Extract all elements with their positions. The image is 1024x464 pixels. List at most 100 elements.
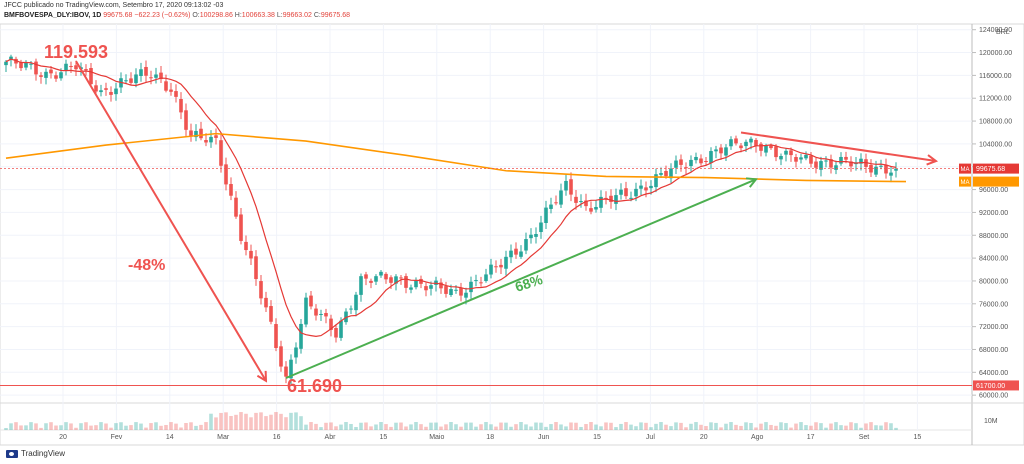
volume-bar [229,415,233,430]
volume-bar [884,422,888,430]
candle-body [99,90,103,93]
volume-bar [744,422,748,430]
volume-bar [894,427,898,430]
ma-badge[interactable] [959,176,971,187]
candle-body [269,306,273,322]
candle-body [804,154,808,159]
candle-body [639,185,643,189]
volume-bar [604,422,608,430]
volume-bar [789,427,793,430]
symbol-label[interactable]: BMFBOVESPA_DLY:IBOV, 1D [4,12,102,19]
candle-body [314,308,318,316]
candle-body [649,185,653,189]
price-badge[interactable] [973,380,1019,391]
price-badge[interactable] [973,176,1019,187]
volume-bar [44,423,48,430]
candle-body [589,208,593,212]
candle-body [289,359,293,379]
volume-bar [749,422,753,430]
volume-bar [769,424,773,430]
time-tick-label: Ago [751,434,764,441]
price-tick-label: 68000.00 [979,347,1008,354]
candle-body [89,68,93,85]
candle-body [614,195,618,204]
price-tick-label: 112000.00 [979,96,1012,103]
volume-bar [329,422,333,430]
volume-bar [84,422,88,430]
volume-bar [724,423,728,430]
candle-body [714,149,718,152]
volume-bar [394,422,398,430]
candle-body [834,165,838,170]
volume-bar [434,422,438,430]
candle-body [769,145,773,149]
last-price: 99675.68 [103,12,133,19]
volume-bar [624,422,628,430]
candle-body [764,145,768,153]
volume-bar [259,412,263,430]
close-label: C: [313,12,321,19]
candle-body [389,277,393,283]
candle-body [549,204,553,209]
candle-body [659,173,663,175]
volume-bar [754,427,758,430]
time-tick-label: 17 [807,434,815,441]
volume-bar [499,422,503,430]
volume-bar [479,424,483,430]
candle-body [114,88,118,95]
volume-bar [569,422,573,430]
price-axis[interactable]: 124000.00 120000.00 116000.00 112000.00 1080… [959,27,1019,425]
volume-bar [39,427,43,430]
plot-area[interactable]: 119.593 -48% 61.690 68% [0,42,972,430]
candle-body [294,347,298,358]
time-axis[interactable]: 20 Fev 14 Mar 16 Abr 15 Maio 18 Jun 15 Jul 20 Ago 17 Se… [59,434,921,441]
candle-body [229,184,233,196]
volume-bar [219,412,223,430]
volume-bar [534,422,538,430]
trend-line-decline [75,60,267,382]
tradingview-brand[interactable]: TradingView [6,449,65,458]
time-tick-label: Set [859,434,870,441]
candle-body [359,276,363,295]
time-tick-label: 15 [914,434,922,441]
volume-bar [199,424,203,430]
trend-arrowhead [256,370,268,383]
candle-body [499,264,503,268]
candle-body [34,61,38,75]
volume-bar [234,414,238,430]
volume-bar [384,424,388,430]
volume-bar [94,425,98,430]
volume-bar [334,426,338,430]
volume-bar [279,413,283,430]
candle-body [734,138,738,144]
volume-bar [554,422,558,430]
volume-bar [49,422,53,430]
volume-bar [59,425,63,430]
volume-bar [509,426,513,430]
volume-bar [69,423,73,430]
price-tick-label: 64000.00 [979,370,1008,377]
candle-body [684,167,688,169]
volume-bar [784,423,788,430]
candle-body [64,63,68,71]
volume-bar [24,425,28,430]
annotation-label: -48% [128,257,165,274]
candle-body [819,161,823,170]
candle-body [69,66,73,68]
ma-badge[interactable] [959,163,971,174]
candle-body [424,286,428,291]
candle-body [419,278,423,284]
candle-body [29,63,33,65]
low-label: L: [276,12,283,19]
volume-bar [414,422,418,430]
candle-body [704,161,708,163]
volume-bar [419,424,423,430]
volume-bar [424,426,428,430]
candle-body [179,98,183,113]
volume-bar [324,422,328,430]
candle-body [124,80,128,82]
volume-bar [174,423,178,430]
price-badge[interactable] [973,163,1019,174]
volume-bar [874,425,878,430]
